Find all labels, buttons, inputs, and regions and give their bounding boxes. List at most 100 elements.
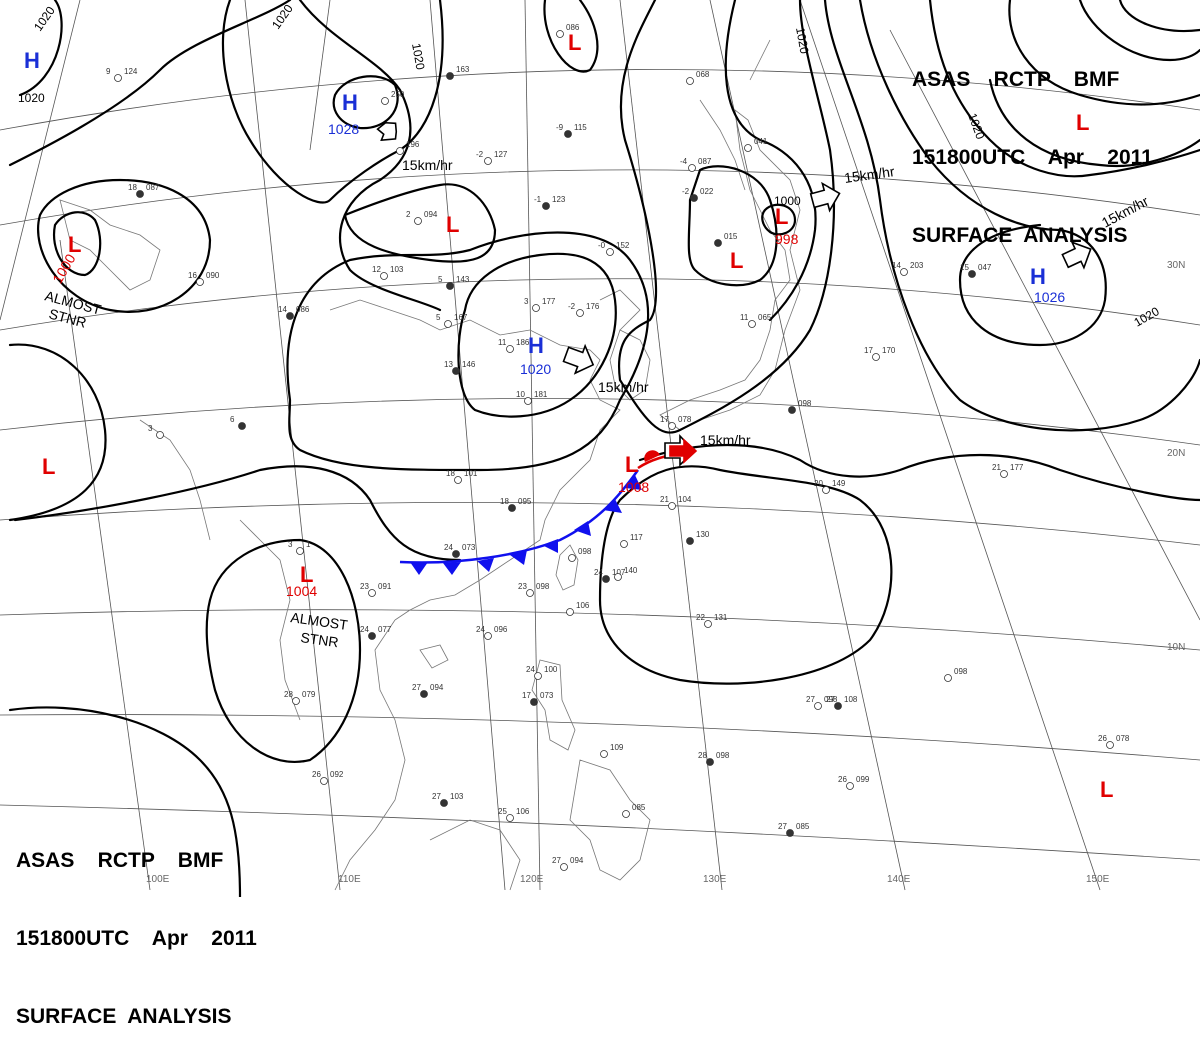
meridian	[309, 0, 331, 151]
low-symbol: L	[568, 30, 581, 55]
coastline-korea	[609, 329, 651, 401]
station-pressure: 170	[882, 346, 896, 355]
station-circle	[508, 504, 516, 512]
station-report: 24 096	[476, 625, 508, 640]
low-symbol: L	[730, 248, 743, 273]
low-symbol: L	[68, 232, 81, 257]
station-circle	[600, 750, 608, 758]
cold-front-barb	[410, 562, 428, 575]
station-temperature: -2	[682, 187, 690, 196]
station-pressure: 196	[406, 140, 420, 149]
coastlines	[59, 39, 801, 891]
station-temperature: -9	[556, 123, 564, 132]
station-pressure: 099	[856, 775, 870, 784]
station-temperature: 23	[360, 582, 369, 591]
graticule	[0, 0, 1200, 891]
cold-front-barb	[510, 550, 527, 565]
station-circle	[568, 554, 576, 562]
station-report: 068	[686, 70, 710, 85]
station-circle	[196, 278, 204, 286]
station-pressure: 092	[330, 770, 344, 779]
station-report: 17 078	[660, 415, 692, 430]
station-circle	[814, 702, 822, 710]
isobar	[928, 0, 1200, 178]
station-pressure: 094	[570, 856, 584, 865]
parallel	[0, 502, 1200, 546]
station-circle	[381, 97, 389, 105]
station-circle	[414, 217, 422, 225]
surface-analysis-map: 1020 1020 1020 1020 1020 1020 1020 1000	[0, 0, 1200, 897]
station-circle	[714, 239, 722, 247]
station-report: 130	[686, 530, 710, 545]
station-temperature: 27	[412, 683, 421, 692]
isobar	[1118, 0, 1200, 33]
station-circle	[686, 77, 694, 85]
longitude-label: 140E	[887, 874, 911, 885]
parallel	[0, 609, 1200, 651]
isobar	[286, 231, 650, 472]
isobar	[13, 465, 462, 562]
station-report: 20 149	[814, 479, 846, 494]
station-circle	[1106, 741, 1114, 749]
station-pressure: 098	[798, 399, 812, 408]
station-report: 21 177	[992, 463, 1024, 478]
station-report: -4 087	[680, 157, 712, 172]
coastline-manchuria	[599, 289, 641, 331]
station-circle	[136, 190, 144, 198]
station-circle	[614, 573, 622, 581]
isobar-label: 1020	[269, 2, 296, 32]
station-temperature: 26	[838, 775, 847, 784]
low-symbol: L	[775, 204, 788, 229]
low-symbol: L	[1076, 110, 1089, 135]
station-report: 041	[744, 137, 768, 152]
station-pressure: 078	[678, 415, 692, 424]
station-circle	[156, 431, 164, 439]
station-pressure: 250	[391, 90, 405, 99]
movement-label: 15km/hr	[402, 157, 453, 173]
meridian	[59, 239, 151, 891]
coastline-taiwan	[555, 544, 579, 591]
latitude-label: 20N	[1167, 448, 1185, 459]
meridian	[889, 29, 1200, 621]
movement-label: 15km/hr	[598, 379, 649, 395]
movement-arrow	[809, 181, 841, 213]
station-temperature: 28	[284, 690, 293, 699]
coastline-caspian	[59, 199, 161, 291]
isobar-label: 1000	[774, 194, 801, 208]
station-temperature: 5	[438, 275, 443, 284]
station-report: 28 079	[284, 690, 316, 705]
station-temperature: 5	[436, 313, 441, 322]
isobar	[1008, 0, 1200, 106]
station-report: 13 146	[444, 360, 476, 375]
high-symbol: H	[24, 48, 40, 73]
station-temperature: 18	[446, 469, 455, 478]
pressure-centers: H H 1028 H 1020 H 1026 L 1000 L 998 L 10…	[24, 30, 1113, 802]
station-circle	[556, 30, 564, 38]
station-circle	[292, 697, 300, 705]
station-report: 15 047	[960, 263, 992, 278]
station-pressure: 1	[306, 540, 311, 549]
station-temperature: 17	[864, 346, 873, 355]
station-temperature: 27	[806, 695, 815, 704]
low-symbol: L	[446, 212, 459, 237]
station-report: -0 152	[598, 241, 630, 256]
meridian	[799, 0, 1101, 891]
parallel	[0, 804, 1200, 861]
station-temperature: 2	[406, 210, 411, 219]
station-report: 27 098	[806, 695, 838, 710]
station-report: 250	[381, 90, 405, 105]
station-pressure: 109	[610, 743, 624, 752]
station-report: 109	[600, 743, 624, 758]
station-temperature: 18	[128, 183, 137, 192]
station-pressure: 146	[462, 360, 476, 369]
header-agency-line: ASAS RCTP BMF	[912, 68, 1120, 91]
isobar	[858, 0, 1107, 347]
cold-front-barb	[542, 539, 558, 553]
longitude-label: 150E	[1086, 874, 1110, 885]
station-pressure: 167	[454, 313, 468, 322]
station-temperature: -1	[534, 195, 542, 204]
parallel	[0, 397, 1200, 446]
meridian	[429, 0, 506, 891]
low-value: 998	[775, 231, 799, 247]
